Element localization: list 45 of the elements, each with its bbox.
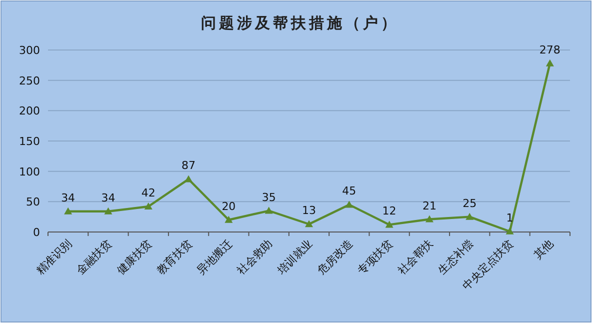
y-tick-label: 50 (26, 196, 40, 209)
x-tick-label: 社会救助 (234, 236, 275, 278)
x-tick-label: 危房改造 (314, 236, 356, 278)
data-label: 21 (422, 199, 436, 212)
data-label: 87 (182, 159, 196, 172)
point (305, 220, 313, 228)
point (385, 220, 394, 228)
point (224, 216, 233, 223)
y-tick-label: 200 (19, 104, 40, 118)
y-tick-label: 300 (19, 44, 40, 57)
data-label: 278 (539, 43, 560, 56)
point (184, 175, 193, 182)
point (264, 206, 273, 214)
data-label: 42 (141, 186, 156, 200)
data-label: 35 (262, 190, 276, 204)
x-tick-label: 异地搬迁 (194, 236, 235, 278)
x-tick-label: 教育扶贫 (154, 236, 195, 278)
x-tick-label: 其他 (531, 236, 556, 262)
data-label: 20 (222, 200, 236, 213)
x-tick-label: 精准识别 (34, 236, 74, 278)
point (546, 59, 554, 66)
point (506, 227, 514, 234)
data-label: 1 (506, 211, 514, 224)
point (345, 200, 354, 208)
data-label: 34 (61, 191, 76, 204)
y-tick-label: 100 (19, 165, 40, 178)
y-tick-label: 250 (19, 74, 40, 88)
data-label: 13 (302, 204, 316, 218)
x-tick-label: 社会帮扶 (395, 236, 436, 278)
x-tick-label: 专项扶贫 (355, 236, 396, 278)
point (104, 207, 112, 214)
chart-title: 问题涉及帮扶措施（户） (201, 14, 399, 32)
x-tick-label: 培训就业 (274, 236, 316, 278)
x-tick-label: 金融扶贫 (74, 236, 114, 278)
x-tick-label: 健康扶贫 (114, 236, 155, 278)
y-tick-label: 0 (33, 226, 40, 239)
point (144, 202, 152, 210)
data-label: 12 (382, 204, 396, 218)
y-tick-label: 150 (19, 135, 40, 148)
data-label: 45 (342, 184, 356, 198)
point (425, 215, 434, 222)
data-label: 34 (101, 191, 116, 204)
data-label: 25 (462, 196, 477, 210)
point (466, 212, 474, 220)
point (64, 207, 72, 214)
